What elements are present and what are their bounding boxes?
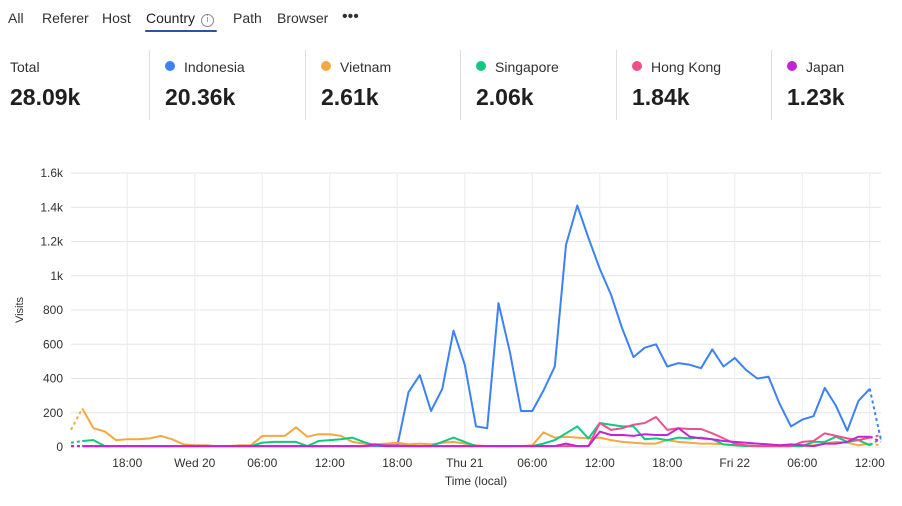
legend-dot-icon [632, 61, 642, 71]
tab-browser[interactable]: Browser [277, 10, 328, 26]
x-tick-label: Fri 22 [719, 456, 750, 470]
series-line-indonesia [82, 204, 871, 448]
x-tick-label: 12:00 [585, 456, 615, 470]
y-axis-title: Visits [14, 296, 26, 323]
stat-label: Total [10, 59, 40, 75]
series-partial-end-singapore [869, 437, 882, 447]
tab-label: Referer [42, 10, 89, 26]
x-tick-label: 18:00 [382, 456, 412, 470]
more-options-button[interactable]: ••• [342, 8, 359, 25]
y-tick-label: 600 [43, 337, 63, 351]
stat-divider [305, 50, 306, 120]
x-tick-label: Wed 20 [174, 456, 215, 470]
y-tick-label: 1k [50, 269, 64, 283]
stat-divider [771, 50, 772, 120]
y-tick-label: 1.2k [40, 235, 64, 249]
stat-value: 20.36k [165, 84, 236, 110]
stat-value: 2.61k [321, 84, 379, 110]
series-partial-start-singapore [70, 440, 83, 444]
legend-dot-icon [321, 61, 331, 71]
tab-country[interactable]: Country i [146, 10, 215, 27]
x-tick-label: 06:00 [787, 456, 817, 470]
x-tick-label: 06:00 [517, 456, 547, 470]
y-tick-label: 1.4k [40, 200, 64, 214]
tab-bar: All Referer Host Country i Path Browser [0, 0, 902, 34]
stat-value: 1.23k [787, 84, 845, 110]
series-partial-end-hong-kong [869, 434, 882, 439]
x-tick-label: 12:00 [315, 456, 345, 470]
tab-referer[interactable]: Referer [42, 10, 89, 26]
stat-label: Hong Kong [651, 59, 722, 75]
stat-divider [149, 50, 150, 120]
stat-value: 28.09k [10, 84, 81, 110]
series-line-vietnam [81, 408, 870, 448]
y-tick-label: 800 [43, 303, 63, 317]
legend-dot-icon [165, 61, 175, 71]
tab-path[interactable]: Path [233, 10, 262, 26]
series-line-japan [82, 427, 870, 448]
tab-label: Country [146, 10, 196, 26]
tab-label: Path [233, 10, 262, 26]
x-tick-label: Thu 21 [446, 456, 484, 470]
stat-divider [460, 50, 461, 120]
tab-label: Host [102, 10, 131, 26]
tab-label: All [8, 10, 24, 26]
series-partial-end-indonesia [868, 388, 882, 441]
active-tab-indicator [145, 30, 217, 32]
tab-label: Browser [277, 10, 329, 26]
stat-value: 2.06k [476, 84, 534, 110]
x-tick-label: 06:00 [247, 456, 277, 470]
stat-label: Vietnam [340, 59, 392, 75]
x-tick-label: 18:00 [652, 456, 682, 470]
stat-label: Indonesia [184, 59, 245, 75]
y-tick-label: 1.6k [40, 166, 64, 180]
legend-dot-icon [787, 61, 797, 71]
tab-host[interactable]: Host [102, 10, 131, 26]
stat-value: 1.84k [632, 84, 690, 110]
series-partial-end-japan [869, 435, 882, 443]
x-axis-title: Time (local) [445, 474, 507, 488]
y-tick-label: 0 [56, 440, 63, 454]
series-line-hong-kong [82, 416, 871, 448]
y-tick-label: 400 [43, 372, 63, 386]
legend-dot-icon [476, 61, 486, 71]
tab-all[interactable]: All [8, 10, 24, 26]
stat-divider [616, 50, 617, 120]
stat-label: Singapore [495, 59, 559, 75]
x-tick-label: 12:00 [855, 456, 885, 470]
x-tick-label: 18:00 [112, 456, 142, 470]
series-partial-start-vietnam [70, 408, 84, 431]
series-line-singapore [82, 422, 871, 448]
y-tick-label: 200 [43, 406, 63, 420]
info-icon[interactable]: i [201, 14, 215, 27]
series-partial-end-vietnam [869, 442, 882, 447]
stat-label: Japan [806, 59, 845, 75]
